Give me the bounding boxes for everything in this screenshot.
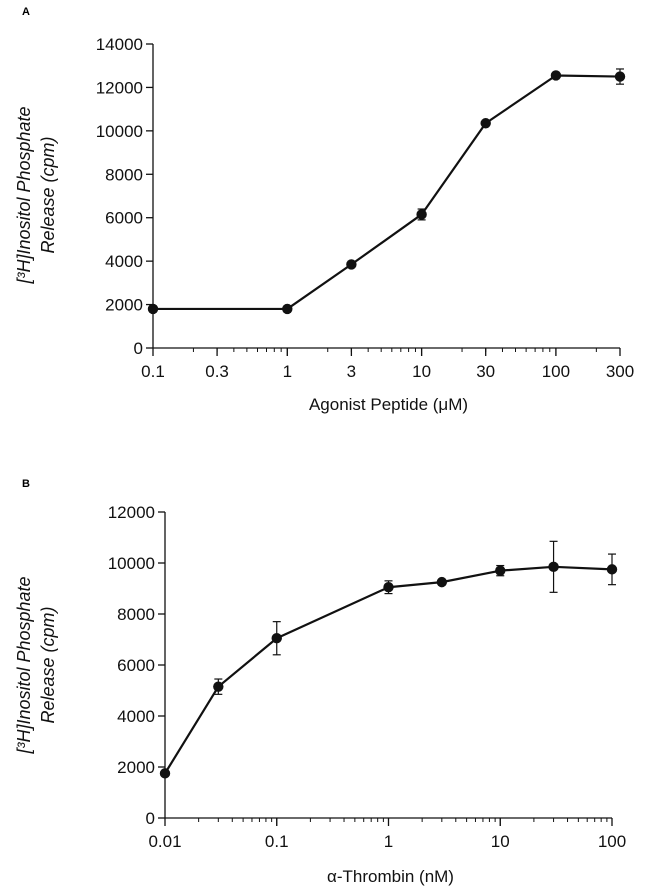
panel-a-x-tick-label: 0.3 [205,362,229,381]
panel-a-data-point [614,71,626,82]
panel-b-x-tick-label: 0.1 [265,832,289,851]
panel-b-y-tick-label: 0 [146,809,155,828]
panel-a-x-axis-title: Agonist Peptide (μM) [309,395,468,414]
panel-b-data-point [548,561,559,573]
panel-b-y-axis-title: [³H]Inositol Phosphate Release (cpm) [14,576,58,754]
panel-b-data-point [271,633,282,644]
panel-a-x-tick-label: 100 [542,362,570,381]
panel-a-y-tick-label: 12000 [96,78,143,97]
panel-a-y-tick-label: 6000 [105,209,143,228]
panel-a-y-tick-label: 10000 [96,122,143,141]
panel-letter-a: A [22,6,30,18]
panel-b-x-tick-label: 1 [384,832,393,851]
panel-a-y-axis-title: [³H]Inositol Phosphate Release (cpm) [14,106,58,284]
panel-a-data-point [346,259,357,270]
panel-b-data-point [383,582,394,593]
panel-a-y-axis-title-line2: Release (cpm) [38,136,58,253]
panel-b-y-tick-label: 4000 [117,707,155,726]
chart-panel-b: B 0 2000 4000 6000 8000 10000 12000 0.01 0.1 1 10 1… [14,478,626,886]
panel-a-x-tick-label: 3 [347,362,356,381]
panel-b-x-tick-label: 10 [491,832,510,851]
panel-a-x-tick-label: 30 [476,362,495,381]
chart-panel-a: A 0 2000 4000 6000 8000 10000 12000 14000 0.1 0.3… [14,6,634,414]
panel-b-y-axis-title-line2: Release (cpm) [38,606,58,723]
panel-b-x-axis-title: α-Thrombin (nM) [327,867,454,886]
panel-a-y-tick-label: 8000 [105,165,143,184]
panel-a-series-line [153,74,621,311]
panel-b-x-tick-label: 0.01 [148,832,181,851]
panel-a-data-point [416,209,427,220]
panel-a-y-tick-label: 4000 [105,252,143,271]
panel-a-y-tick-label: 14000 [96,35,143,54]
panel-b-data-point [436,576,448,588]
panel-a-x-tick-label: 10 [412,362,431,381]
panel-a-data-point [147,303,159,315]
panel-b-y-tick-label: 10000 [108,554,155,573]
panel-a-x-tick-label: 1 [283,362,292,381]
panel-a-y-axis-title-line1: [³H]Inositol Phosphate [14,106,34,284]
panel-a-y-tick-label: 0 [134,339,143,358]
panel-b-data-point [159,768,171,779]
panel-b-y-tick-label: 12000 [108,503,155,522]
panel-b-data-point [495,565,506,576]
panel-b-y-axis-title-line1: [³H]Inositol Phosphate [14,576,34,754]
panel-a-data-point [550,70,562,81]
panel-b-series-line [164,565,613,774]
panel-b-x-tick-label: 100 [598,832,626,851]
panel-a-x-tick-label: 0.1 [141,362,165,381]
panel-b-y-tick-label: 8000 [117,605,155,624]
panel-a-data-point [282,303,293,315]
panel-a-x-tick-label: 300 [606,362,634,381]
panel-b-y-tick-label: 6000 [117,656,155,675]
panel-a-y-tick-label: 2000 [105,296,143,315]
panel-b-data-point [213,681,224,692]
panel-b-data-point [606,564,618,575]
panel-b-y-tick-label: 2000 [117,758,155,777]
panel-a-data-point [480,118,491,129]
panel-letter-b: B [22,478,30,490]
